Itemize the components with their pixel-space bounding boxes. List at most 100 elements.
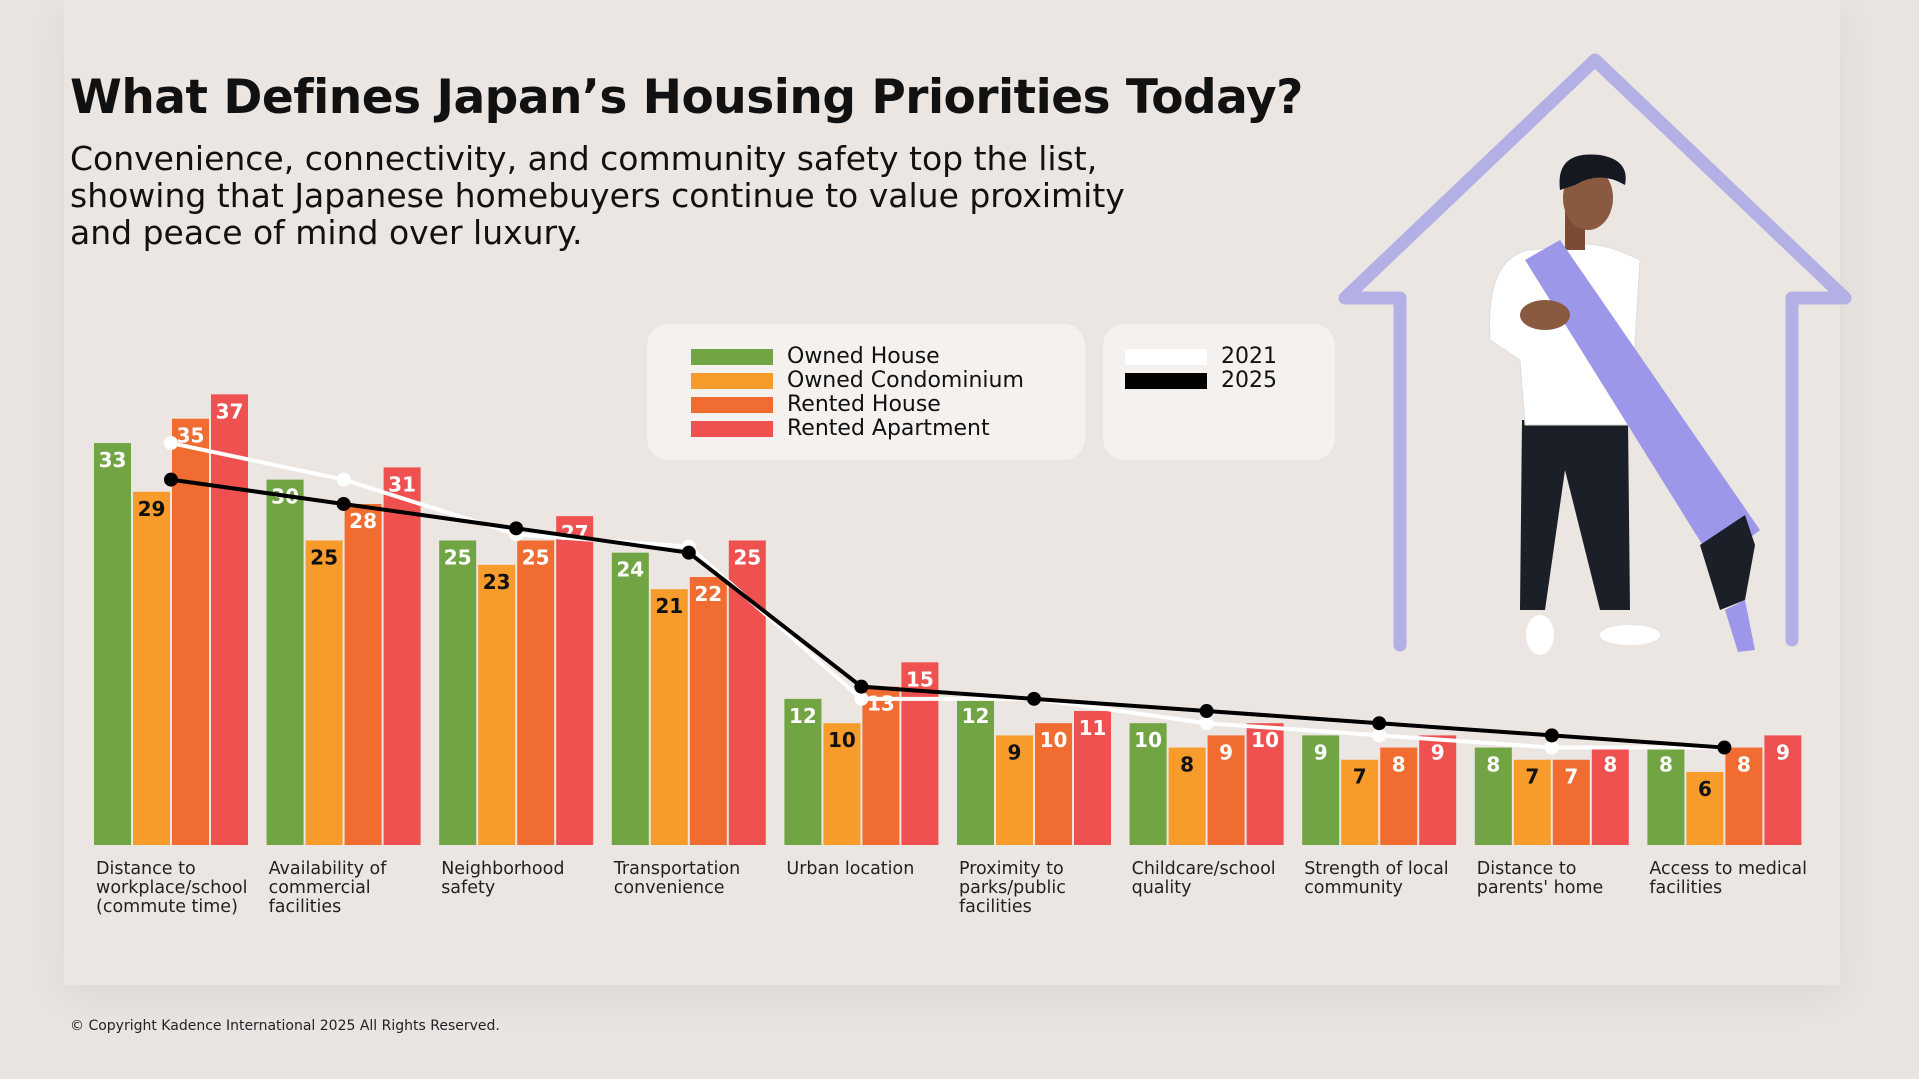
legend-label: 2021 [1221, 344, 1277, 369]
line-point [681, 545, 696, 560]
bar [689, 577, 727, 845]
bar [1074, 711, 1111, 845]
bar-value-label: 8 [1392, 753, 1406, 777]
bar [211, 394, 248, 845]
bar-value-label: 15 [906, 667, 934, 691]
x-tick-label: Proximity to parks/public facilities [959, 859, 1066, 917]
bar-value-label: 10 [828, 728, 856, 752]
legend-swatch [1125, 372, 1207, 389]
bar [1035, 723, 1072, 845]
legend-2025: 2025 [1125, 368, 1277, 393]
bar [439, 540, 477, 845]
bar-value-label: 8 [1486, 753, 1500, 777]
bar-value-label: 9 [1776, 740, 1790, 764]
bar-value-label: 7 [1564, 765, 1578, 789]
page-title: What Defines Japan’s Housing Priorities … [70, 70, 1303, 125]
bar-value-label: 8 [1180, 753, 1194, 777]
bar-value-label: 9 [1219, 740, 1233, 764]
line-point [1717, 740, 1732, 755]
legend-swatch [691, 420, 773, 437]
bar [266, 479, 304, 845]
legend-swatch [1125, 348, 1207, 365]
line-point [1199, 716, 1214, 731]
bar-value-label: 12 [789, 704, 817, 728]
legend-swatch [691, 348, 773, 365]
bar [996, 735, 1033, 845]
line-point [1027, 691, 1041, 706]
bar [305, 540, 343, 845]
x-tick-label: Urban location [786, 859, 915, 879]
bar-value-label: 9 [1314, 740, 1328, 764]
x-tick-label: Strength of local community [1304, 859, 1449, 898]
bar [1419, 735, 1457, 845]
bar-value-label: 11 [1079, 716, 1107, 740]
line-2025 [170, 477, 1725, 750]
bar-value-label: 10 [1251, 728, 1279, 752]
bar-value-label: 25 [310, 546, 338, 570]
line-point [509, 521, 524, 536]
bar [1302, 735, 1340, 845]
bar [344, 503, 382, 845]
bar [556, 516, 594, 845]
line-point [336, 496, 351, 511]
bar-value-label: 9 [1008, 740, 1022, 764]
bar [1552, 759, 1590, 845]
x-tick-label: Access to medical facilities [1649, 859, 1807, 898]
bar-value-label: 8 [1737, 753, 1751, 777]
bar-value-label: 28 [349, 509, 377, 533]
line-point [1544, 740, 1559, 755]
bar-value-label: 8 [1603, 753, 1617, 777]
x-tick-label: Transportation convenience [613, 859, 741, 898]
line-point [164, 436, 178, 451]
legend-owned-house: Owned House [691, 344, 940, 369]
bar [957, 698, 994, 845]
bar [1168, 747, 1206, 845]
bar-value-label: 12 [962, 704, 990, 728]
bar-value-label: 6 [1698, 777, 1712, 801]
x-tick-label: Availability of commercial facilities [268, 859, 387, 917]
house-outline-icon [1338, 53, 1852, 652]
bar [1591, 747, 1629, 845]
legend-swatch [691, 396, 773, 413]
bar [1129, 723, 1167, 845]
year-legend: 2021 2025 [1103, 324, 1335, 460]
line-point [1199, 704, 1214, 719]
bar [1246, 723, 1284, 845]
bar-value-label: 23 [483, 570, 511, 594]
bar-value-label: 24 [616, 558, 644, 582]
legend-swatch [691, 372, 773, 389]
line-point [164, 472, 178, 487]
legend-label: Rented House [787, 392, 941, 417]
person-illustration [1488, 154, 1760, 655]
bar [383, 467, 421, 845]
bar-value-label: 37 [216, 399, 244, 423]
bar [1725, 747, 1763, 845]
bar [1513, 759, 1551, 845]
bar [611, 552, 649, 845]
bar [1341, 759, 1379, 845]
bar-value-label: 25 [522, 546, 550, 570]
x-tick-label: Distance to workplace/school (commute ti… [96, 859, 248, 917]
bar [1207, 735, 1245, 845]
series-legend: Owned House Owned Condominium Rented Hou… [647, 324, 1085, 460]
legend-rented-house: Rented House [691, 392, 941, 417]
bar-value-label: 25 [733, 546, 761, 570]
bar-value-label: 10 [1040, 728, 1068, 752]
copyright: © Copyright Kadence International 2025 A… [70, 1018, 500, 1034]
bar [94, 443, 131, 845]
bar-value-label: 10 [1134, 728, 1162, 752]
bar [1764, 735, 1802, 845]
bar-value-label: 22 [694, 582, 722, 606]
line-point [1544, 728, 1559, 743]
legend-label: Rented Apartment [787, 416, 990, 441]
bar [650, 589, 688, 845]
bar [172, 418, 209, 845]
bar [784, 698, 822, 845]
bar [728, 540, 766, 845]
legend-label: 2025 [1221, 368, 1277, 393]
legend-label: Owned Condominium [787, 368, 1024, 393]
line-point [1372, 728, 1387, 743]
bar [1474, 747, 1512, 845]
